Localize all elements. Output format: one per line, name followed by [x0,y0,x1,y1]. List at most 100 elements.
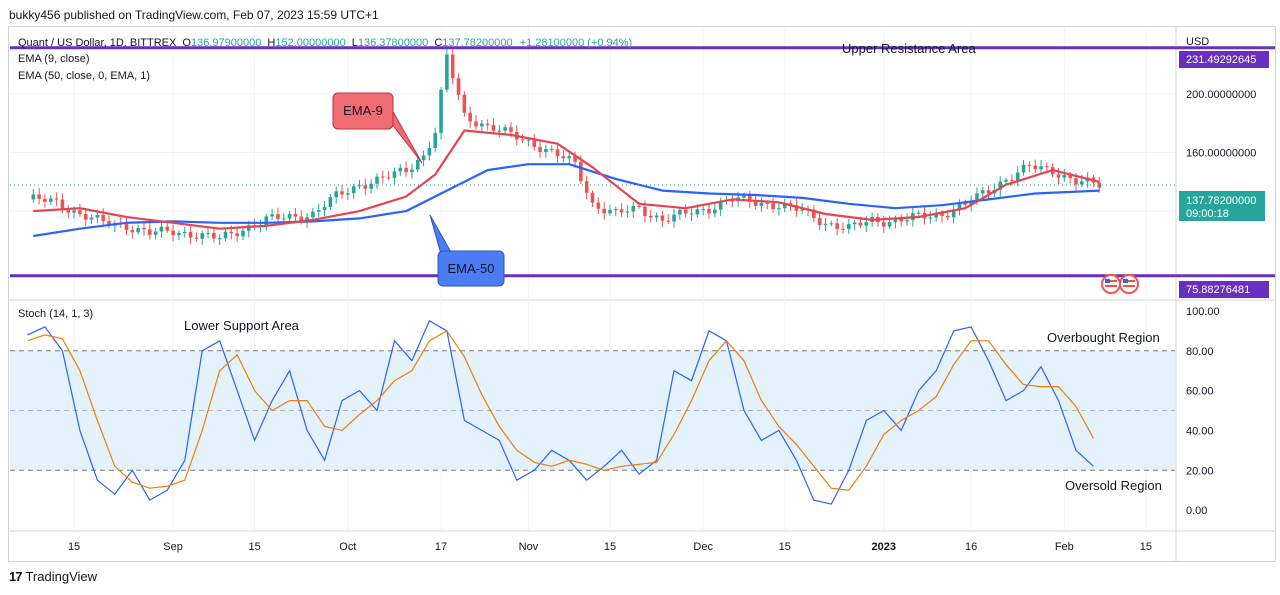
candle-body [881,222,886,227]
candle-body [404,167,408,173]
candle-body [619,209,624,213]
current-price-badge: 137.78200000 09:00:18 [1179,191,1265,221]
support-price-badge: 75.88276481 [1179,281,1269,298]
candle-body [60,199,65,210]
candle-body [847,224,851,230]
candle-body [561,156,566,159]
support-badge-text: 75.88276481 [1186,284,1250,296]
candle-body [549,148,554,150]
price-tick-label: 200.00000000 [1186,89,1256,101]
candle-body [480,123,484,127]
resistance-price-badge: 231.49292645 [1179,51,1269,68]
candle-body [270,214,274,217]
candle-body [311,211,315,218]
resistance-badge-text: 231.49292645 [1186,54,1256,66]
candle-body [555,149,560,157]
countdown-text: 09:00:18 [1186,208,1229,220]
price-axis-unit: USD [1186,36,1209,48]
ema50-line [33,163,1100,238]
stoch-tick-label: 40.00 [1186,425,1214,437]
candle-body [928,217,933,219]
candle-body [940,213,944,216]
candle-body [812,209,816,219]
x-tick-label: 2023 [872,541,896,553]
candle-body [497,130,502,132]
candle-body [293,214,298,217]
economic-event-icon[interactable] [1101,274,1139,294]
candle-body [975,193,979,203]
candle-body [1062,174,1067,178]
candle-body [969,202,973,205]
stochastic-pane [10,320,1175,505]
candle-body [474,121,478,127]
footer-brand[interactable]: TradingView [25,569,98,584]
candle-body [544,148,548,153]
candle-body [101,214,105,221]
candle-body [316,210,321,212]
candle-body [462,94,467,113]
candle-body [194,237,199,239]
upper-resistance-label: Upper Resistance Area [842,41,976,56]
candle-body [439,89,443,134]
ema50-callout[interactable]: EMA-50 [429,214,505,287]
candle-body [1097,182,1102,188]
x-tick-label: 15 [68,541,80,553]
ema9-callout[interactable]: EMA-9 [332,92,423,164]
candle-body [445,54,449,90]
resistance-badge-bg [1179,51,1269,68]
lower-support-label: Lower Support Area [184,318,300,333]
candle-body [584,181,589,193]
candle-body [887,222,892,227]
candle-body [1056,174,1061,178]
candle-body [683,209,688,214]
tradingview-logo-icon[interactable]: 17 [9,569,23,584]
candle-body [730,200,735,202]
x-tick-label: 17 [435,541,447,553]
candle-body [520,139,525,141]
candle-body [491,124,496,131]
legend-close: 137.78200000 [442,37,512,49]
candle-body [89,217,94,220]
candle-body [182,232,187,234]
candle-body [713,209,717,214]
candle-body [287,214,292,219]
candle-body [829,223,834,225]
candle-body [782,203,787,209]
stoch-tick-label: 20.00 [1186,465,1214,477]
candle-body [421,155,426,161]
us-flag-icon [1119,274,1139,294]
candle-body [631,205,636,212]
x-tick-label: Nov [519,541,539,553]
candle-body [1004,179,1008,182]
candle-body [998,181,1003,190]
legend-stoch[interactable]: Stoch (14, 1, 3) [18,308,93,320]
ema9-line [33,129,1100,230]
candle-body [223,231,228,239]
candle-body [625,211,630,213]
candle-body [695,209,700,215]
candle-body [171,230,175,236]
candle-body [153,231,158,235]
candle-body [765,202,770,204]
candle-body [835,223,839,229]
candle-body [899,218,904,222]
candle-body [841,228,845,230]
candle-body [602,208,606,214]
candle-body [777,208,781,210]
candle-body [637,205,641,207]
candle-body [800,209,804,211]
legend-ema50[interactable]: EMA (50, close, 0, EMA, 1) [18,70,150,82]
candle-body [864,222,869,226]
legend-ema9[interactable]: EMA (9, close) [18,53,90,65]
candle-body [410,169,414,173]
stoch-tick-label: 100.00 [1186,306,1220,318]
candle-body [707,209,711,214]
ema50-callout-box [437,250,505,287]
candle-body [130,230,135,233]
candle-body [415,160,420,170]
horizontal-levels[interactable] [10,46,1275,278]
candle-body [689,213,694,215]
candle-body [1033,165,1037,170]
candle-body [654,215,659,218]
